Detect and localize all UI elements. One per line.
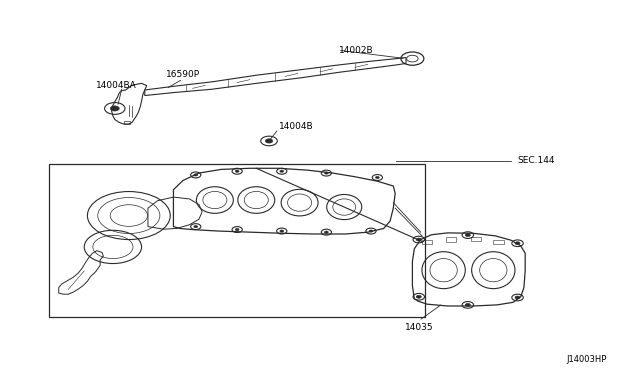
Circle shape bbox=[515, 242, 520, 245]
Bar bbox=[124, 121, 130, 124]
Bar bbox=[422, 240, 432, 244]
Circle shape bbox=[369, 230, 373, 232]
Text: 14002B: 14002B bbox=[339, 46, 374, 55]
Bar bbox=[445, 237, 456, 242]
Text: 16590P: 16590P bbox=[166, 70, 200, 79]
Text: 14004B: 14004B bbox=[278, 122, 313, 131]
Circle shape bbox=[194, 174, 198, 176]
Circle shape bbox=[465, 304, 470, 307]
Text: J14003HP: J14003HP bbox=[566, 355, 607, 364]
Bar bbox=[471, 237, 481, 241]
Circle shape bbox=[465, 234, 470, 237]
Circle shape bbox=[324, 172, 328, 174]
Text: SEC.144: SEC.144 bbox=[518, 156, 555, 166]
Bar bbox=[493, 240, 504, 244]
Circle shape bbox=[280, 230, 284, 232]
Circle shape bbox=[280, 170, 284, 172]
Text: 14004BA: 14004BA bbox=[96, 81, 136, 90]
Circle shape bbox=[416, 238, 421, 241]
Circle shape bbox=[266, 139, 273, 143]
Circle shape bbox=[236, 228, 239, 231]
Circle shape bbox=[416, 295, 421, 298]
Circle shape bbox=[324, 231, 328, 233]
Circle shape bbox=[110, 106, 119, 111]
Circle shape bbox=[376, 176, 380, 179]
Bar bbox=[49, 164, 425, 317]
Circle shape bbox=[194, 225, 198, 228]
Circle shape bbox=[515, 296, 520, 299]
Circle shape bbox=[236, 170, 239, 172]
Text: 14035: 14035 bbox=[404, 323, 433, 331]
